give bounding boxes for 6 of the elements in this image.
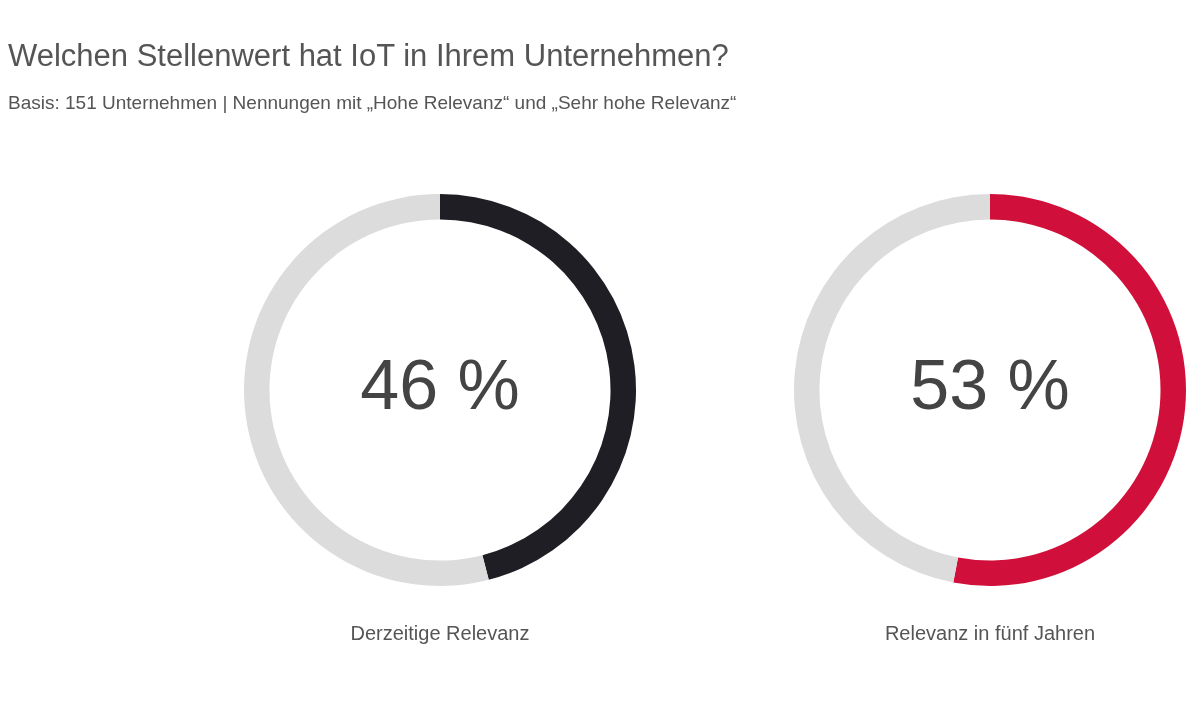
data-label: 53 % [910,346,1070,425]
chart-subtitle: Basis: 151 Unternehmen | Nennungen mit „Hohe Relevanz“ und „Sehr hohe Relevanz“ [8,92,737,114]
text: Relevanz in fünf Jahren [883,622,1097,645]
text: Derzeitige Relevanz [349,622,531,645]
chart-title: Welchen Stellenwert hat IoT in Ihrem Unternehmen? [8,38,729,74]
data-label: 46 % [360,346,520,425]
